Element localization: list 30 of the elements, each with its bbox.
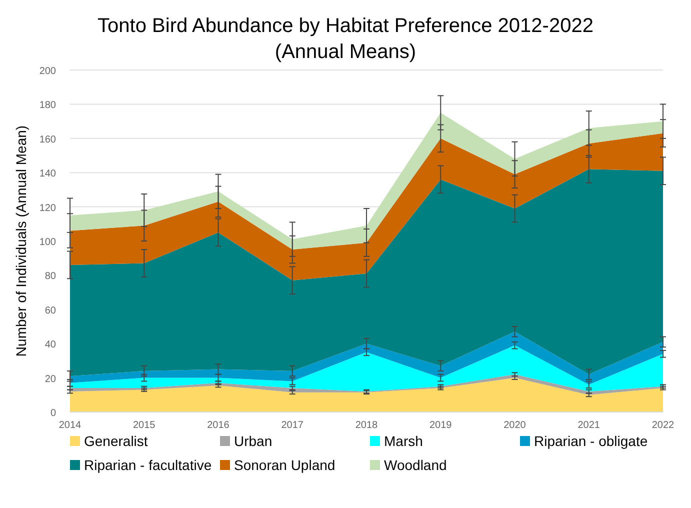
legend-label: Generalist <box>84 433 148 449</box>
x-tick-label: 2016 <box>207 420 230 431</box>
x-tick-label: 2019 <box>430 420 452 431</box>
y-tick-label: 20 <box>44 374 56 385</box>
legend-label: Marsh <box>384 433 423 449</box>
y-tick-label: 60 <box>44 305 56 316</box>
legend-label: Urban <box>234 433 272 449</box>
legend-label: Woodland <box>384 457 447 473</box>
x-tick-label: 2018 <box>355 420 378 431</box>
y-tick-label: 140 <box>39 168 56 180</box>
y-axis-title: Number of Individuals (Annual Mean) <box>13 125 29 357</box>
y-tick-label: 40 <box>44 340 56 351</box>
x-tick-label: 2014 <box>58 420 82 431</box>
y-tick-label: 200 <box>39 66 56 77</box>
y-tick-label: 80 <box>44 271 56 282</box>
chart-title: Tonto Bird Abundance by Habitat Preference 2012-2022 <box>98 15 594 37</box>
y-tick-label: 180 <box>39 100 56 112</box>
legend-label: Riparian - facultative <box>84 457 212 473</box>
legend-label: Riparian - obligate <box>534 433 648 449</box>
x-tick-label: 2020 <box>504 420 526 431</box>
x-tick-label: 2017 <box>281 420 304 431</box>
y-tick-label: 100 <box>39 237 56 248</box>
x-tick-label: 2015 <box>133 420 156 431</box>
legend-label: Sonoran Upland <box>234 457 336 473</box>
y-tick-label: 120 <box>39 202 56 214</box>
x-tick-label: 2021 <box>578 420 600 431</box>
chart-subtitle: (Annual Means) <box>274 41 416 63</box>
y-tick-label: 160 <box>39 134 56 146</box>
x-tick-label: 2022 <box>652 420 675 431</box>
y-tick-label: 0 <box>50 408 56 419</box>
